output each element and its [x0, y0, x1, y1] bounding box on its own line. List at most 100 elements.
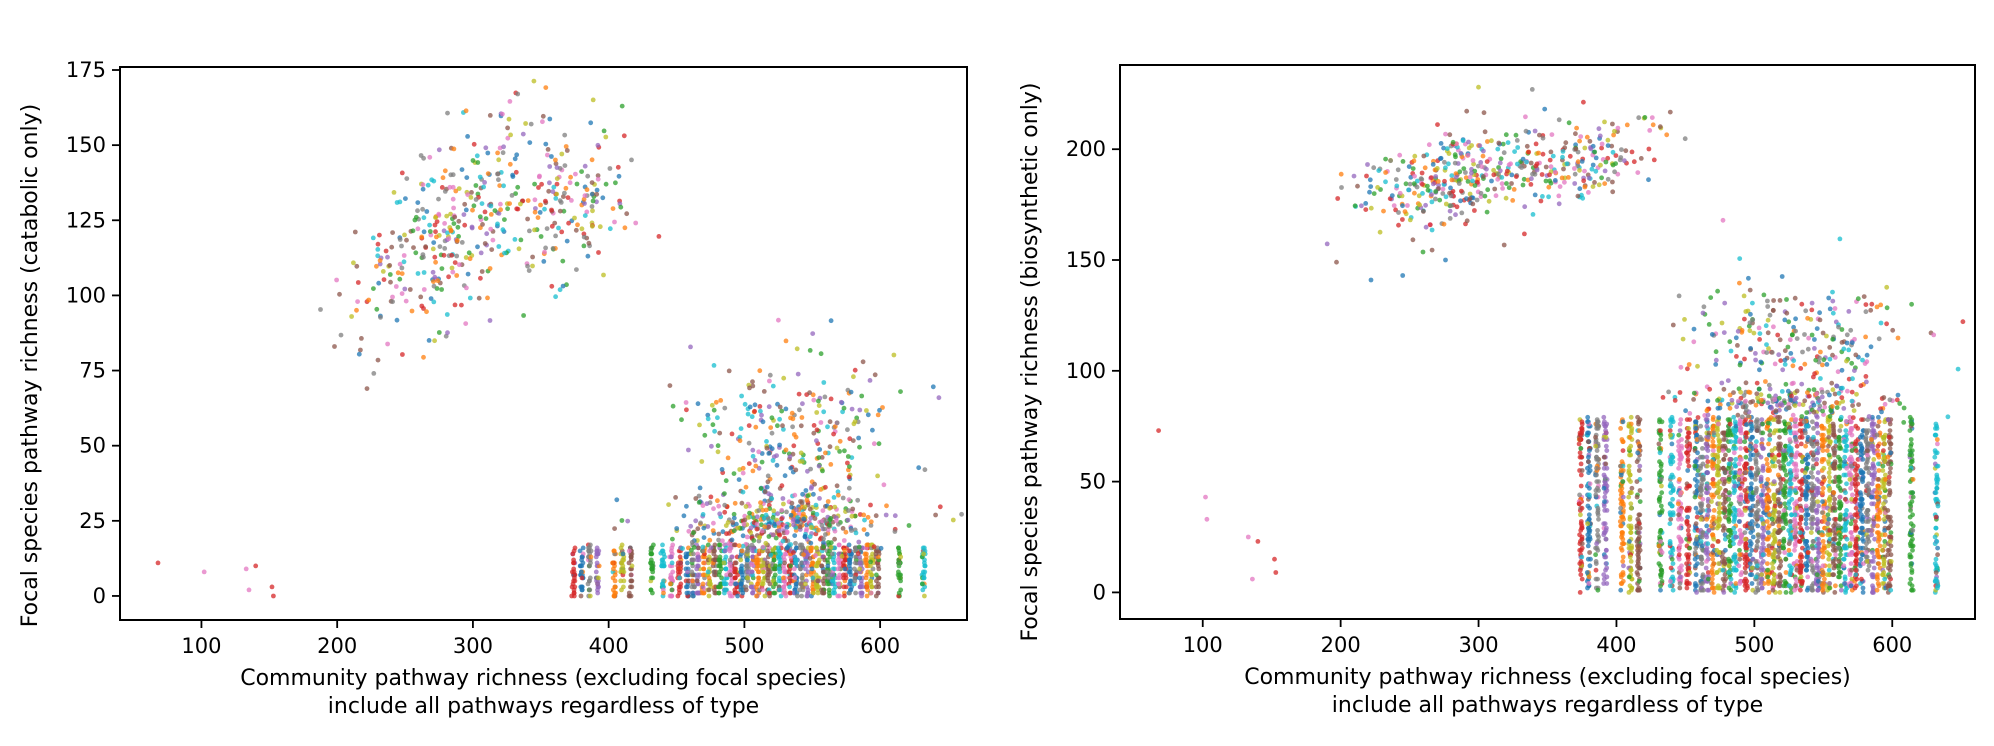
column-point — [669, 593, 675, 599]
scatter-point — [709, 443, 714, 449]
column-point — [1820, 570, 1826, 575]
scatter-point — [453, 188, 459, 194]
scatter-point — [828, 544, 834, 550]
column-point — [1764, 536, 1770, 542]
isolated-point — [155, 560, 161, 566]
column-point — [799, 560, 805, 566]
column-point — [579, 563, 585, 569]
scatter-point — [402, 286, 408, 292]
scatter-point — [554, 181, 560, 187]
scatter-point — [871, 544, 877, 550]
scatter-point — [688, 344, 693, 350]
column-point — [1676, 525, 1682, 531]
column-point — [1657, 530, 1663, 535]
column-point — [1826, 567, 1832, 573]
scatter-point — [788, 465, 794, 471]
scatter-point — [799, 415, 805, 420]
column-point — [1776, 452, 1782, 458]
column-point — [678, 560, 683, 566]
column-point — [1775, 499, 1781, 504]
scatter-point — [390, 230, 395, 236]
scatter-point — [459, 302, 464, 308]
scatter-point — [550, 189, 556, 195]
scatter-point — [784, 524, 790, 530]
isolated-point — [201, 569, 207, 575]
column-point — [1658, 587, 1663, 593]
column-point — [1814, 441, 1820, 447]
column-point — [689, 557, 695, 563]
column-point — [1710, 439, 1716, 445]
column-point — [1754, 439, 1759, 445]
column-point — [1726, 570, 1732, 575]
column-point — [1628, 501, 1634, 507]
column-point — [578, 593, 584, 599]
scatter-point — [930, 384, 936, 390]
scatter-point — [433, 229, 438, 235]
column-point — [1765, 567, 1770, 573]
column-point — [669, 587, 675, 593]
column-point — [1601, 421, 1607, 427]
scatter-point — [715, 415, 720, 421]
column-point — [1810, 474, 1815, 480]
scatter-point — [765, 479, 771, 485]
column-point — [1793, 454, 1798, 460]
column-point — [1619, 499, 1625, 504]
scatter-point — [629, 157, 634, 163]
scatter-point — [401, 259, 407, 265]
column-point — [1714, 465, 1720, 471]
scatter-point — [791, 443, 797, 449]
column-point — [1788, 570, 1793, 575]
column-point — [1587, 463, 1593, 469]
column-point — [1579, 525, 1584, 531]
scatter-point — [478, 275, 483, 281]
column-point — [1737, 552, 1743, 558]
column-point — [1814, 572, 1820, 578]
column-point — [1709, 463, 1715, 469]
scatter-point — [750, 468, 756, 474]
scatter-point — [758, 504, 764, 510]
column-point — [1803, 430, 1808, 436]
scatter-point — [880, 405, 885, 410]
column-point — [685, 569, 690, 575]
column-point — [1792, 488, 1798, 493]
column-point — [1770, 587, 1776, 593]
column-point — [1626, 590, 1632, 595]
column-point — [1814, 559, 1820, 564]
column-point — [1577, 567, 1583, 573]
scatter-point — [463, 321, 469, 326]
scatter-point — [439, 266, 445, 271]
scatter-point — [857, 407, 863, 413]
scatter-point — [834, 483, 840, 489]
scatter-point — [779, 516, 784, 522]
scatter-point — [514, 206, 520, 212]
column-point — [1577, 492, 1582, 498]
scatter-point — [810, 392, 816, 398]
scatter-point — [708, 545, 714, 550]
column-point — [1776, 459, 1782, 465]
scatter-point — [426, 338, 432, 343]
column-point — [864, 584, 870, 590]
column-point — [1787, 488, 1793, 493]
column-point — [1577, 450, 1583, 456]
column-point — [1715, 454, 1721, 460]
scatter-point — [757, 404, 763, 409]
scatter-point — [402, 232, 407, 238]
column-point — [859, 590, 865, 596]
scatter-point — [399, 291, 405, 296]
scatter-point — [834, 518, 839, 524]
column-point — [684, 590, 690, 596]
scatter-point — [444, 312, 450, 317]
scatter-point — [560, 258, 566, 264]
scatter-point — [849, 513, 855, 519]
scatter-point — [456, 218, 462, 224]
column-point — [875, 563, 881, 569]
scatter-point — [769, 415, 775, 421]
column-point — [1797, 496, 1803, 502]
column-point — [857, 560, 863, 566]
column-point — [1738, 428, 1743, 433]
column-point — [1798, 441, 1804, 447]
column-point — [846, 557, 852, 563]
column-point — [1686, 430, 1692, 436]
column-point — [1593, 567, 1599, 573]
column-point — [1816, 485, 1821, 491]
